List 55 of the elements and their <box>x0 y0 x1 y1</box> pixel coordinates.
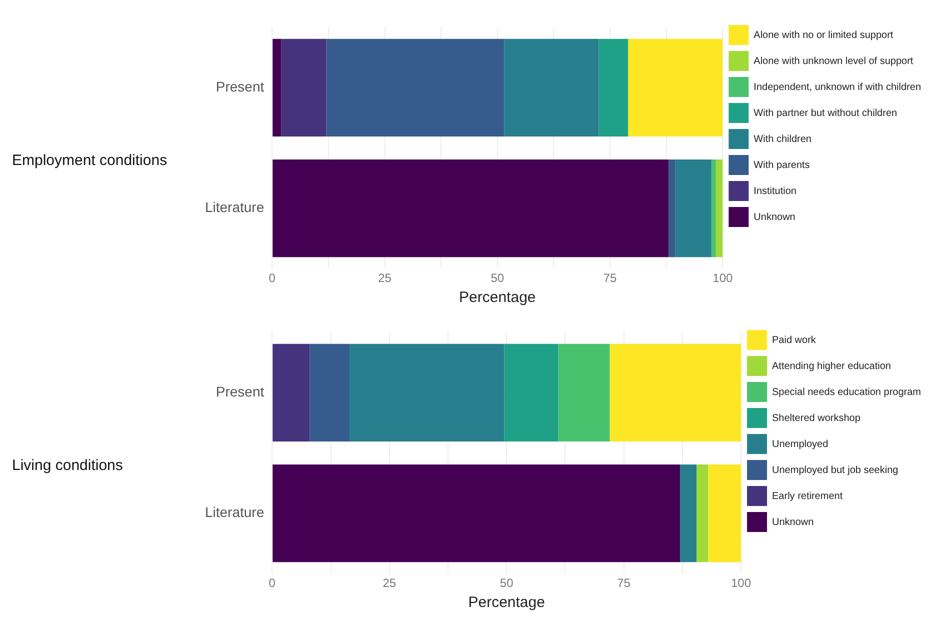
legend-label: Early retirement <box>772 490 843 502</box>
bar <box>628 38 723 136</box>
x-tick-label: 25 <box>382 576 396 590</box>
bar <box>310 343 350 442</box>
legend-label: With parents <box>754 159 810 170</box>
bar <box>680 464 696 562</box>
legend-label: Unknown <box>772 516 814 528</box>
x-tick-label: 25 <box>378 270 392 285</box>
legend-label: Sheltered workshop <box>772 412 861 424</box>
bar <box>668 158 676 257</box>
bar <box>350 343 504 442</box>
bar <box>272 343 310 442</box>
x-tick-label: 100 <box>731 576 752 590</box>
x-axis-title: Percentage <box>468 594 545 611</box>
legend-label: Independent, unknown if with children <box>754 81 922 92</box>
bar <box>558 343 610 442</box>
bar <box>272 464 680 562</box>
legend-label: Attending higher education <box>772 360 891 372</box>
legend-label: With partner but without children <box>754 107 898 118</box>
bar <box>272 158 669 257</box>
legend-label: Unemployed but job seeking <box>772 464 898 476</box>
x-axis-title: Percentage <box>459 288 536 306</box>
legend-label: Alone with unknown level of support <box>754 55 914 66</box>
legend-label: Unknown <box>754 211 796 222</box>
bar <box>504 38 599 136</box>
legend-label: Paid work <box>772 334 817 346</box>
x-tick-label: 75 <box>603 270 618 285</box>
legend-label: Special needs education program <box>772 386 921 398</box>
legend-label: Unemployed <box>772 438 828 450</box>
x-tick-label: 0 <box>268 270 276 285</box>
y-tick-label: Present <box>216 78 264 94</box>
bar <box>675 158 712 257</box>
y-tick-label: Present <box>216 383 264 400</box>
bar <box>696 464 708 562</box>
bar <box>716 158 723 257</box>
x-tick-label: 100 <box>712 270 733 285</box>
bar <box>598 38 628 136</box>
bar <box>504 343 558 442</box>
bar <box>610 343 742 442</box>
x-tick-label: 0 <box>268 576 276 590</box>
bar <box>711 158 716 257</box>
x-tick-label: 75 <box>617 576 631 590</box>
bar <box>281 38 326 136</box>
bar <box>326 38 504 136</box>
x-tick-label: 50 <box>500 576 514 590</box>
x-tick-label: 50 <box>490 270 504 285</box>
text: Living conditions <box>11 457 124 474</box>
y-tick-label: Literature <box>204 198 264 215</box>
legend-label: Alone with no or limited support <box>754 29 894 40</box>
bar <box>272 38 282 136</box>
bar <box>708 464 742 562</box>
legend-label: Institution <box>754 185 796 196</box>
y-tick-label: Literature <box>204 504 264 520</box>
text: Employment conditions <box>11 152 168 169</box>
legend-label: With children <box>754 133 812 144</box>
